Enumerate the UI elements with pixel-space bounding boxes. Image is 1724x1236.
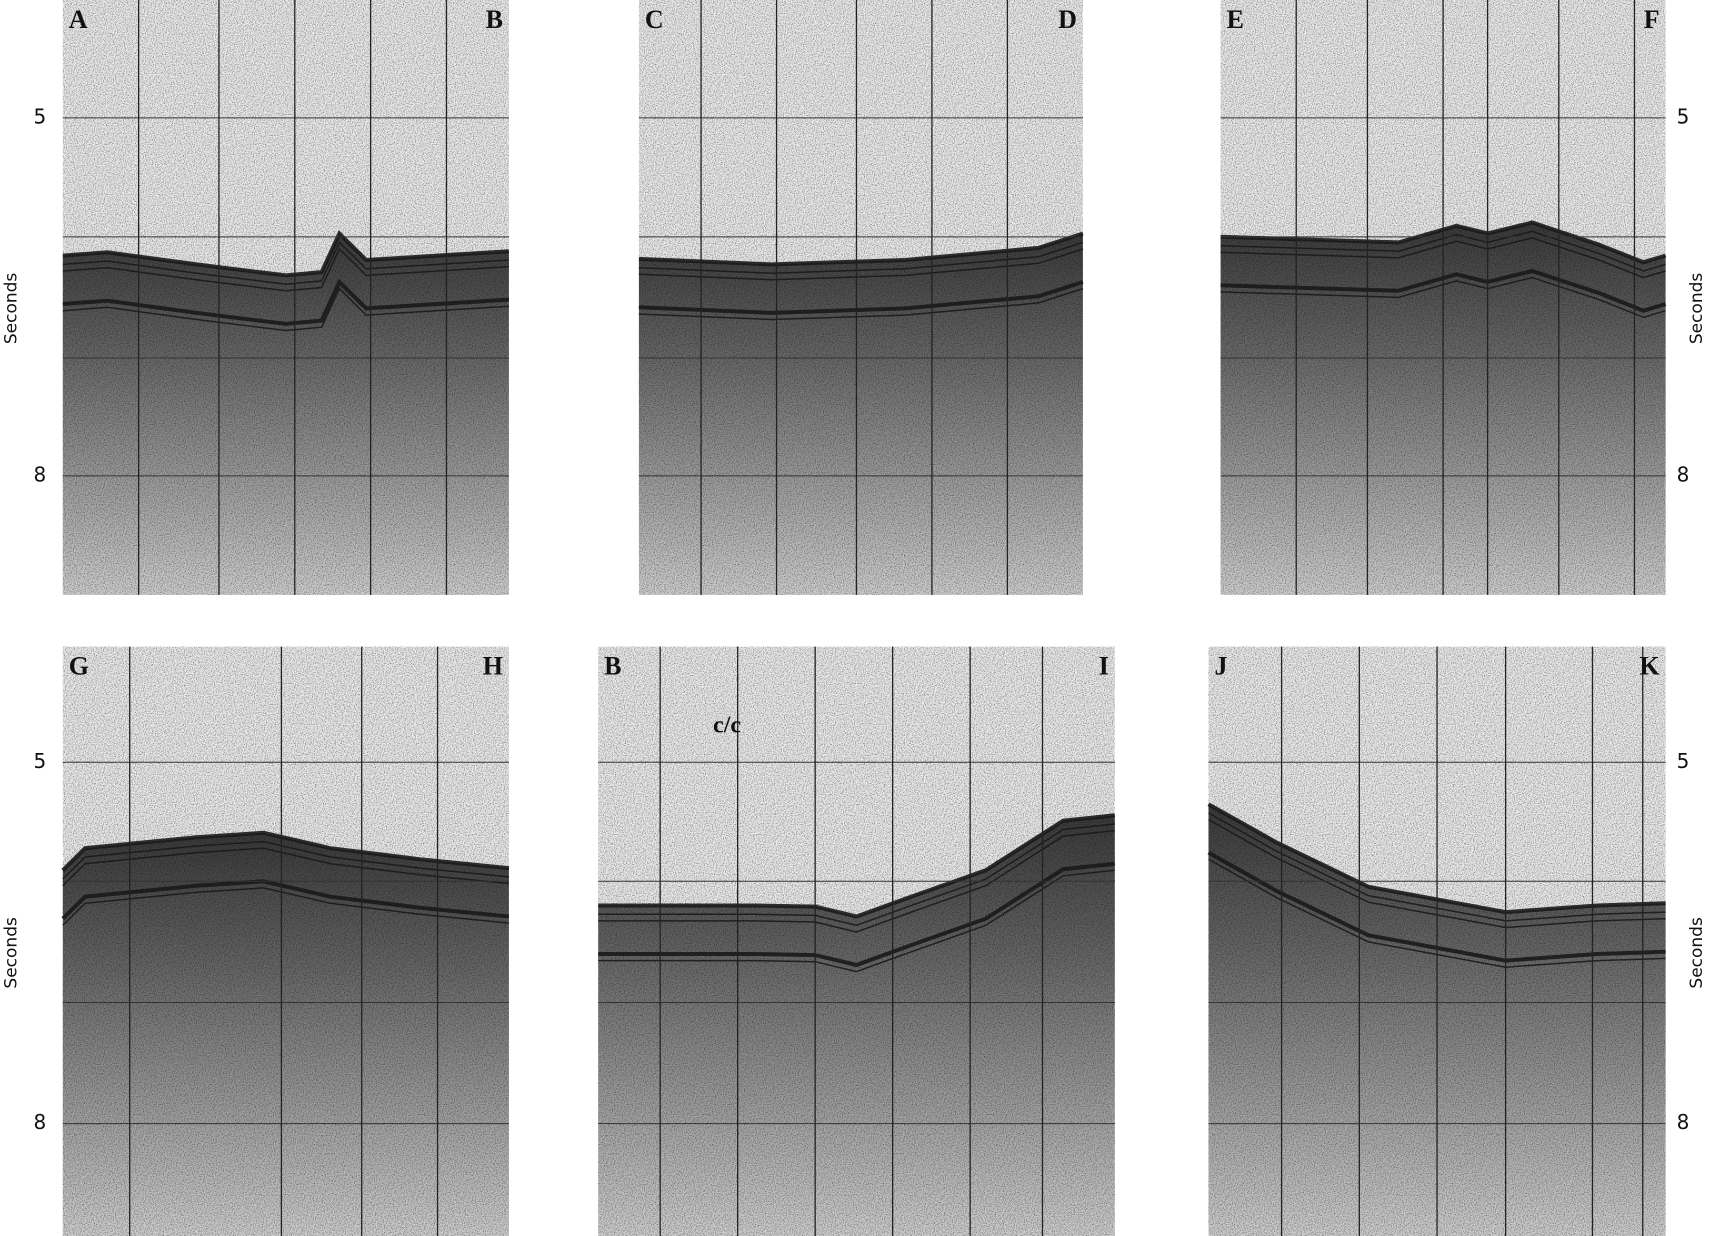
- time-tick-label: 8: [34, 462, 47, 486]
- time-tick-label: 8: [1677, 462, 1690, 486]
- profile-start-label: B: [604, 652, 621, 681]
- time-tick-label: 5: [1677, 749, 1690, 773]
- profile-start-label: E: [1227, 5, 1244, 34]
- profile-end-label: I: [1099, 652, 1109, 681]
- time-tick-label: 8: [1677, 1110, 1690, 1134]
- grain-texture: [63, 0, 509, 595]
- seismic-panel: [639, 0, 1083, 595]
- grain-texture: [598, 647, 1115, 1236]
- annotation: c/c: [713, 713, 741, 739]
- seismic-panel: [63, 647, 509, 1236]
- profile-end-label: H: [483, 652, 503, 681]
- time-tick-label: 8: [34, 1110, 47, 1134]
- profile-start-label: C: [645, 5, 664, 34]
- axis-label: Seconds: [1687, 273, 1707, 345]
- profile-start-label: G: [69, 652, 89, 681]
- axis-label: Seconds: [2, 917, 22, 989]
- seismic-panel: [63, 0, 509, 595]
- time-tick-label: 5: [1677, 104, 1690, 128]
- profile-start-label: A: [69, 5, 88, 34]
- figure: A B C D E F G H B I J K 5 8 Seconds 5 8 Seconds 5 8 Seconds 5…: [0, 0, 1724, 1236]
- axis-label: Seconds: [1687, 917, 1707, 989]
- time-tick-label: 5: [34, 104, 47, 128]
- time-tick-label: 5: [34, 749, 47, 773]
- profile-end-label: F: [1644, 5, 1660, 34]
- profile-end-label: K: [1639, 652, 1660, 681]
- seismic-panel: [1208, 647, 1665, 1236]
- seismic-panel: [1221, 0, 1666, 595]
- seismic-panel: [598, 647, 1115, 1236]
- profile-end-label: D: [1058, 5, 1077, 34]
- profile-start-label: J: [1214, 652, 1227, 681]
- profile-end-label: B: [486, 5, 503, 34]
- axis-label: Seconds: [2, 273, 22, 345]
